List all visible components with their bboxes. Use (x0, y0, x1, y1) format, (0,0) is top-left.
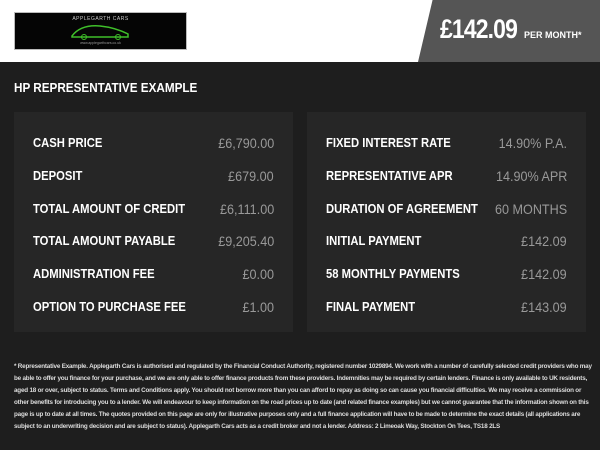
finance-label: TOTAL AMOUNT PAYABLE (33, 234, 176, 249)
logo-text: APPLEGARTH CARS (72, 16, 129, 22)
finance-value: £0.00 (242, 266, 274, 283)
finance-row: TOTAL AMOUNT PAYABLE £9,205.40 (33, 233, 274, 254)
finance-row: REPRESENTATIVE APR 14.90% APR (326, 167, 567, 189)
finance-label: FIXED INTEREST RATE (326, 136, 451, 150)
finance-value: £679.00 (228, 167, 274, 184)
section-title: HP REPRESENTATIVE EXAMPLE (14, 80, 198, 95)
monthly-price: £142.09 (440, 14, 518, 44)
finance-value: 14.90% APR (495, 167, 567, 184)
finance-label: CASH PRICE (33, 136, 103, 150)
logo[interactable]: APPLEGARTH CARS www.applegarthcars.co.uk (14, 12, 187, 50)
finance-label: 58 MONTHLY PAYMENTS (326, 267, 460, 282)
finance-row: ADMINISTRATION FEE £0.00 (33, 266, 274, 287)
finance-row: 58 MONTHLY PAYMENTS £142.09 (326, 266, 567, 287)
finance-row: FINAL PAYMENT £143.09 (326, 299, 567, 320)
finance-row: OPTION TO PURCHASE FEE £1.00 (33, 299, 274, 320)
finance-row: INITIAL PAYMENT £142.09 (326, 233, 567, 254)
finance-value: £142.09 (521, 266, 567, 283)
finance-value: £142.09 (521, 233, 567, 250)
finance-value: £9,205.40 (217, 233, 274, 250)
finance-value: 60 MONTHS (494, 200, 567, 217)
logo-url: www.applegarthcars.co.uk (80, 41, 121, 45)
finance-value: £1.00 (242, 299, 274, 315)
finance-value: £6,790.00 (217, 135, 274, 151)
finance-label: TOTAL AMOUNT OF CREDIT (33, 201, 186, 216)
finance-label: DURATION OF AGREEMENT (326, 201, 478, 216)
finance-label: REPRESENTATIVE APR (326, 168, 453, 183)
finance-label: INITIAL PAYMENT (326, 234, 422, 249)
finance-row: FIXED INTEREST RATE 14.90% P.A. (326, 135, 567, 156)
finance-value: £143.09 (521, 299, 567, 315)
finance-label: DEPOSIT (33, 168, 83, 183)
finance-row: DURATION OF AGREEMENT 60 MONTHS (326, 200, 567, 222)
finance-row: DEPOSIT £679.00 (33, 167, 274, 189)
finance-value: £6,111.00 (219, 200, 274, 217)
per-month-label: PER MONTH* (524, 30, 582, 40)
car-icon (71, 25, 129, 40)
right-finance-panel: FIXED INTEREST RATE 14.90% P.A. REPRESENTA… (307, 112, 586, 332)
finance-value: 14.90% P.A. (498, 135, 567, 151)
finance-row: CASH PRICE £6,790.00 (33, 135, 274, 156)
finance-label: OPTION TO PURCHASE FEE (33, 300, 186, 314)
finance-label: ADMINISTRATION FEE (33, 267, 155, 282)
finance-row: TOTAL AMOUNT OF CREDIT £6,111.00 (33, 200, 274, 222)
finance-label: FINAL PAYMENT (326, 300, 416, 314)
left-finance-panel: CASH PRICE £6,790.00 DEPOSIT £679.00 TOTAL A… (14, 112, 293, 332)
disclaimer-text: * Representative Example. Applegarth Car… (14, 363, 592, 431)
monthly-price-box (418, 0, 600, 62)
